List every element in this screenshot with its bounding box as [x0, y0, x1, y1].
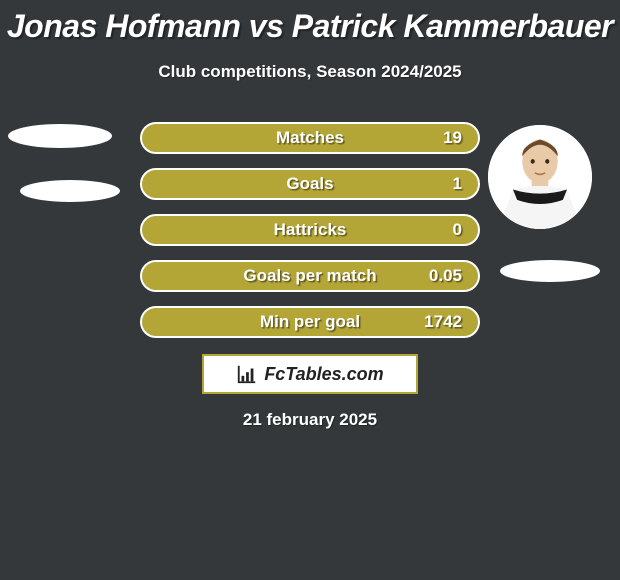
stat-label: Hattricks: [274, 220, 347, 240]
stat-row: Min per goal 1742: [140, 306, 480, 338]
player-right-avatar: [488, 125, 592, 229]
player-right-shadow: [500, 260, 600, 282]
stat-value-right: 19: [443, 128, 462, 148]
brand-badge: FcTables.com: [202, 354, 418, 394]
page-subtitle: Club competitions, Season 2024/2025: [0, 62, 620, 82]
stat-label: Goals: [286, 174, 333, 194]
stat-value-right: 0.05: [429, 266, 462, 286]
stat-row: Matches 19: [140, 122, 480, 154]
stat-value-right: 1742: [424, 312, 462, 332]
brand-text: FcTables.com: [264, 364, 383, 385]
player-left-placeholder-1: [8, 124, 112, 148]
stat-label: Matches: [276, 128, 344, 148]
date-label: 21 february 2025: [0, 410, 620, 430]
stat-value-right: 0: [453, 220, 462, 240]
player-left-placeholder-2: [20, 180, 120, 202]
stat-value-right: 1: [453, 174, 462, 194]
stat-label: Min per goal: [260, 312, 360, 332]
chart-icon: [236, 363, 258, 385]
stat-row: Goals per match 0.05: [140, 260, 480, 292]
stat-row: Goals 1: [140, 168, 480, 200]
page-title: Jonas Hofmann vs Patrick Kammerbauer: [0, 8, 620, 45]
stat-row: Hattricks 0: [140, 214, 480, 246]
stat-label: Goals per match: [243, 266, 376, 286]
